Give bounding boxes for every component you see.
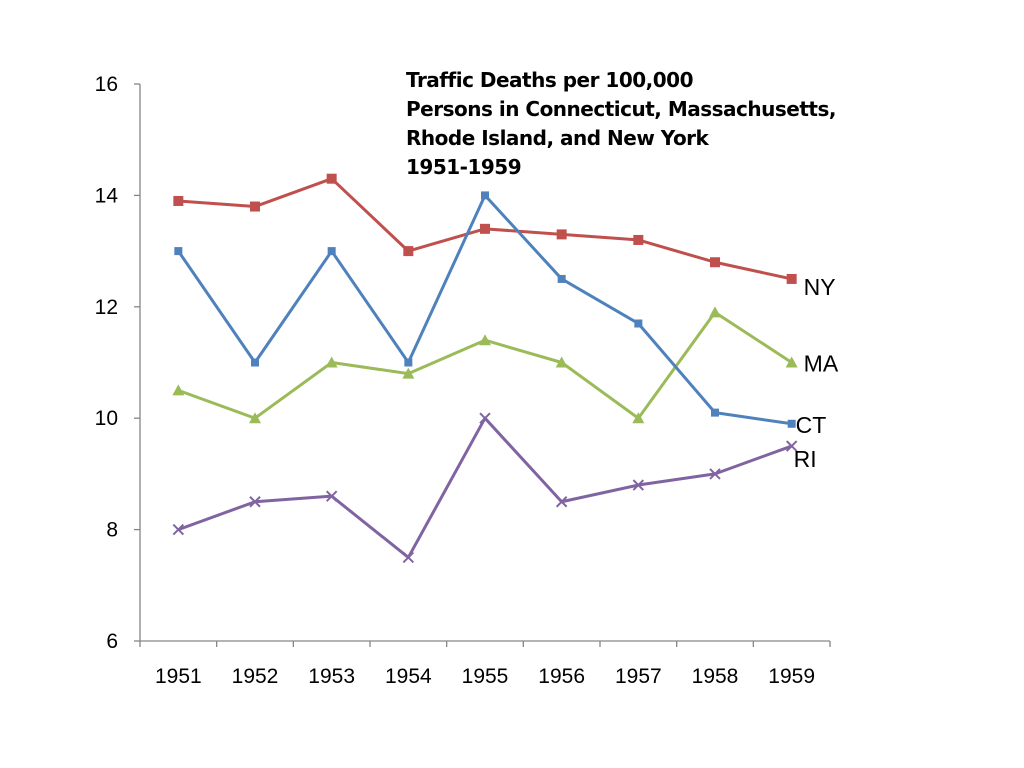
data-point-ri [172,523,185,536]
data-point-ri [709,468,721,480]
series-line-ma [177,310,793,420]
axes: 6 8 10 12 14 16 1951 1952 1953 1954 1955 1956 1957 19… [95,73,831,688]
data-point-ny [633,234,644,245]
series-layer [172,173,798,564]
data-point-ny [710,257,720,268]
data-point-ny [480,223,490,234]
data-point-ct [327,247,336,256]
series-label-ct: CT [796,412,827,438]
x-tick-label: 1955 [462,665,509,688]
y-tick-label: 16 [95,73,118,96]
chart-title-line-3: Rhode Island, and New York [406,126,709,150]
series-label-ri: RI [794,446,817,472]
y-tick-label: 10 [95,407,118,430]
x-tick-label: 1956 [538,665,585,688]
data-point-ct [174,247,183,256]
chart-title-line-4: 1951-1959 [406,155,522,179]
data-point-ct [404,358,413,367]
y-tick-label: 14 [95,184,119,207]
data-point-ma [172,384,185,396]
series-label-ma: MA [804,351,839,377]
data-point-ny [173,195,184,206]
series-labels: NY MA CT RI [794,274,839,472]
data-point-ma [325,356,338,368]
chart-title-line-1: Traffic Deaths per 100,000 [406,68,694,92]
data-point-ny [556,229,567,240]
data-point-ma [402,367,415,379]
data-point-ct [251,358,259,367]
x-tick-label: 1953 [308,665,355,688]
data-point-ma [249,412,261,424]
x-tick-label: 1957 [615,665,662,688]
data-point-ny [326,173,337,184]
data-point-ny [786,273,797,284]
x-tick-label: 1954 [385,665,432,688]
data-point-ma [479,334,491,346]
series-ri [172,412,798,564]
data-point-ct [481,191,489,200]
series-ma [172,306,798,424]
series-label-ny: NY [804,274,836,300]
data-point-ri [402,551,415,564]
x-tick-label: 1951 [155,665,202,688]
y-tick-label: 12 [95,296,118,319]
data-point-ri [479,412,491,424]
series-ny [173,173,797,284]
data-point-ma [555,356,568,368]
x-tick-label: 1959 [768,665,815,688]
x-tick-label: 1958 [692,665,739,688]
chart-title-line-2: Persons in Connecticut, Massachusetts, [406,97,836,121]
data-point-ct [711,408,719,417]
data-point-ri [555,496,568,508]
data-point-ri [632,479,645,491]
data-point-ri [785,440,798,452]
data-point-ct [787,419,796,428]
y-tick-label: 6 [106,630,118,653]
chart-title: Traffic Deaths per 100,000 Persons in Co… [406,66,836,182]
y-tick-label: 8 [106,519,118,542]
data-point-ri [249,496,261,508]
data-point-ny [250,201,260,212]
data-point-ri [325,490,338,502]
data-point-ma [709,306,721,318]
series-ct [174,191,796,428]
data-point-ct [557,274,566,283]
data-point-ny [403,246,414,257]
series-line-ri [177,416,793,559]
x-tick-label: 1952 [232,665,279,688]
data-point-ct [634,319,643,328]
data-point-ma [785,356,798,368]
data-point-ma [632,412,645,424]
